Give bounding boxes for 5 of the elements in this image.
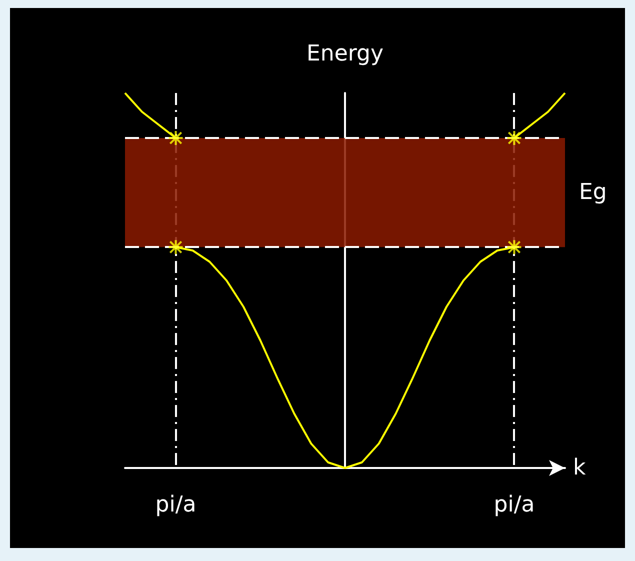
x-tick-label: pi/a — [494, 492, 535, 518]
y-axis-title: Energy — [306, 42, 384, 66]
band-label: Eg — [579, 180, 607, 206]
x-tick-label: pi/a — [155, 492, 196, 518]
x-axis-title: k — [573, 456, 586, 480]
